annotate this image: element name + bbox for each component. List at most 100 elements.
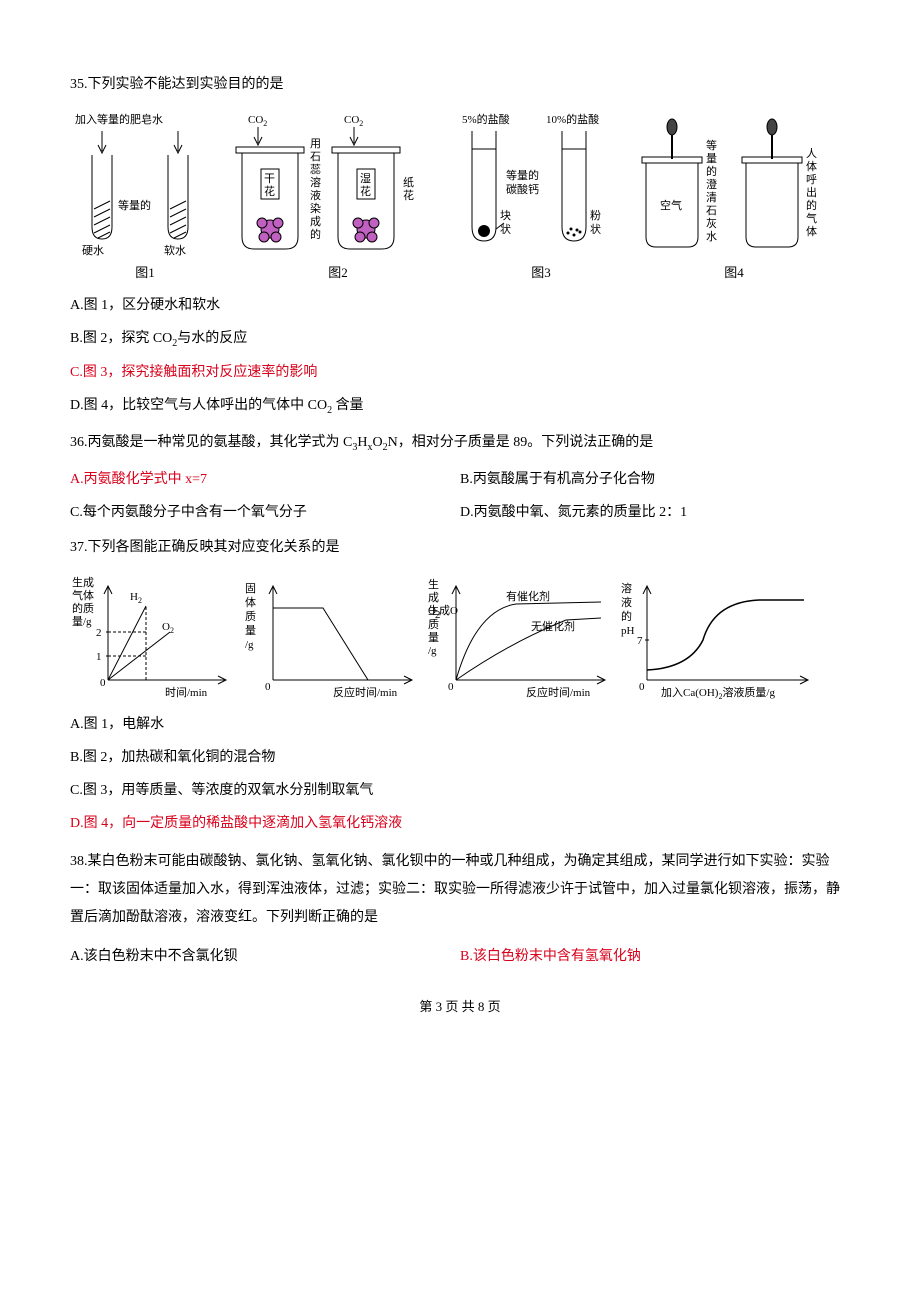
q38-stem: 38.某白色粉末可能由碳酸钠、氯化钠、氢氧化钠、氯化钡中的一种或几种组成，为确定… — [70, 848, 850, 932]
q36-opt-b: B.丙氨酸属于有机高分子化合物 — [460, 469, 850, 490]
svg-text:碳酸钙: 碳酸钙 — [506, 182, 539, 196]
q37-chart3: 生成 生成O O2 质量/g 0 反应时间/min 有催化剂 无催化剂 — [426, 572, 611, 702]
q35-stem: 35.下列实验不能达到实验目的的是 — [70, 74, 850, 95]
svg-text:体: 体 — [245, 595, 256, 609]
svg-text:花: 花 — [360, 185, 371, 198]
svg-text:的质: 的质 — [72, 601, 94, 615]
svg-text:石: 石 — [706, 205, 717, 217]
svg-text:固: 固 — [245, 582, 256, 595]
svg-text:出: 出 — [806, 185, 817, 199]
svg-text:溶: 溶 — [621, 581, 632, 595]
svg-text:生成: 生成 — [72, 575, 94, 589]
q37-opt-c: C.图 3，用等质量、等浓度的双氧水分别制取氧气 — [70, 780, 850, 801]
svg-text:2: 2 — [96, 627, 102, 639]
svg-text:无催化剂: 无催化剂 — [531, 619, 575, 633]
q37-opt-a: A.图 1，电解水 — [70, 714, 850, 735]
q35-opt-d: D.图 4，比较空气与人体呼出的气体中 CO2 含量 — [70, 395, 850, 418]
svg-text:10%的盐酸: 10%的盐酸 — [546, 112, 599, 126]
svg-text:成: 成 — [310, 215, 321, 228]
svg-text:粉: 粉 — [590, 209, 601, 222]
svg-text:液: 液 — [621, 595, 632, 609]
q35-fig3-cap: 图3 — [531, 263, 551, 283]
q35-fig3: 5%的盐酸 10%的盐酸 等量的 碳酸钙 块状 粉状 图3 — [456, 109, 626, 283]
svg-text:时间/min: 时间/min — [165, 686, 208, 699]
svg-text:花: 花 — [264, 185, 275, 198]
q36-row1: A.丙氨酸化学式中 x=7 B.丙氨酸属于有机高分子化合物 — [70, 469, 850, 490]
q35-fig1-cap: 图1 — [135, 263, 155, 283]
svg-text:7: 7 — [637, 635, 643, 647]
svg-text:的: 的 — [706, 164, 717, 178]
svg-text:量/g: 量/g — [72, 615, 92, 628]
q35-opt-b: B.图 2，探究 CO2与水的反应 — [70, 328, 850, 351]
svg-text:质: 质 — [428, 618, 439, 631]
svg-text:染: 染 — [310, 201, 321, 215]
q36-stem: 36.丙氨酸是一种常见的氨基酸，其化学式为 C3HxO2N，相对分子质量是 89… — [70, 432, 850, 455]
svg-text:的: 的 — [621, 609, 632, 623]
svg-text:灰: 灰 — [706, 216, 717, 230]
svg-text:体: 体 — [806, 224, 817, 238]
svg-text:气: 气 — [806, 211, 817, 225]
svg-text:的: 的 — [806, 198, 817, 212]
svg-text:加入Ca(OH)2溶液质量/g: 加入Ca(OH)2溶液质量/g — [661, 685, 775, 701]
svg-text:量: 量 — [706, 152, 717, 165]
svg-text:质: 质 — [245, 610, 256, 623]
svg-text:O2: O2 — [162, 621, 174, 635]
svg-text:人: 人 — [806, 147, 817, 160]
svg-text:5%的盐酸: 5%的盐酸 — [462, 112, 510, 126]
svg-text:状: 状 — [590, 222, 601, 236]
q37-chart2: 固体质量/g 0 反应时间/min — [243, 572, 418, 702]
svg-text:反应时间/min: 反应时间/min — [333, 685, 398, 699]
q36-opt-c: C.每个丙氨酸分子中含有一个氧气分子 — [70, 502, 460, 523]
svg-text:H2: H2 — [130, 591, 142, 605]
q35-fig4: 空气 等量的 澄清石 灰水 人体呼 出的气 体 图4 — [634, 109, 834, 283]
svg-text:状: 状 — [500, 222, 511, 236]
svg-text:气体: 气体 — [72, 588, 94, 602]
svg-text:液: 液 — [310, 188, 321, 202]
svg-text:的: 的 — [310, 227, 321, 241]
svg-text:软水: 软水 — [164, 243, 186, 257]
q35-fig4-svg: 空气 等量的 澄清石 灰水 人体呼 出的气 体 — [634, 109, 834, 259]
q36-row2: C.每个丙氨酸分子中含有一个氧气分子 D.丙氨酸中氧、氮元素的质量比 2：1 — [70, 502, 850, 523]
svg-text:反应时间/min: 反应时间/min — [526, 685, 591, 699]
svg-text:等: 等 — [706, 138, 717, 152]
svg-text:量: 量 — [428, 631, 439, 644]
svg-text:空气: 空气 — [660, 198, 682, 212]
svg-text:量: 量 — [245, 624, 256, 637]
q38-opt-a: A.该白色粉末中不含氯化钡 — [70, 946, 460, 967]
svg-text:0: 0 — [639, 681, 645, 693]
svg-text:0: 0 — [265, 681, 271, 693]
svg-text:花: 花 — [403, 189, 414, 202]
q35-fig1-svg: 加入等量的肥皂水 等量的 硬水 — [70, 109, 220, 259]
svg-text:澄: 澄 — [706, 177, 717, 191]
q38-row1: A.该白色粉末中不含氯化钡 B.该白色粉末中含有氢氧化钠 — [70, 946, 850, 967]
svg-text:成: 成 — [428, 591, 439, 604]
q36-opt-d: D.丙氨酸中氧、氮元素的质量比 2：1 — [460, 502, 850, 523]
q35-fig2: CO2 CO2 干 花 — [228, 109, 448, 283]
q35-figures: 加入等量的肥皂水 等量的 硬水 — [70, 109, 850, 283]
q35-opt-c: C.图 3，探究接触面积对反应速率的影响 — [70, 362, 850, 383]
svg-text:水: 水 — [706, 230, 717, 243]
svg-text:蕊: 蕊 — [310, 163, 321, 176]
page-footer: 第 3 页 共 8 页 — [70, 997, 850, 1017]
svg-text:清: 清 — [706, 191, 717, 204]
svg-text:/g: /g — [428, 645, 437, 657]
svg-text:等量的: 等量的 — [118, 198, 151, 212]
svg-text:纸: 纸 — [403, 176, 414, 189]
svg-text:等量的: 等量的 — [506, 168, 539, 182]
q37-opt-b: B.图 2，加热碳和氧化铜的混合物 — [70, 747, 850, 768]
svg-text:石: 石 — [310, 151, 321, 163]
svg-text:1: 1 — [96, 651, 102, 663]
svg-text:溶: 溶 — [310, 175, 321, 189]
q38-opt-b: B.该白色粉末中含有氢氧化钠 — [460, 946, 850, 967]
svg-text:用: 用 — [310, 138, 321, 150]
svg-text:pH: pH — [621, 625, 635, 637]
svg-text:呼: 呼 — [806, 173, 817, 186]
svg-text:加入等量的肥皂水: 加入等量的肥皂水 — [75, 112, 163, 126]
q37-opt-d: D.图 4，向一定质量的稀盐酸中逐滴加入氢氧化钙溶液 — [70, 813, 850, 834]
q37-charts: 生成气体的质量/g 0 时间/min 1 2 H2 O2 — [70, 572, 850, 702]
svg-text:生: 生 — [428, 577, 439, 591]
q35-fig1: 加入等量的肥皂水 等量的 硬水 — [70, 109, 220, 283]
svg-text:体: 体 — [806, 159, 817, 173]
q35-opt-a: A.图 1，区分硬水和软水 — [70, 295, 850, 316]
svg-text:块: 块 — [500, 209, 511, 222]
